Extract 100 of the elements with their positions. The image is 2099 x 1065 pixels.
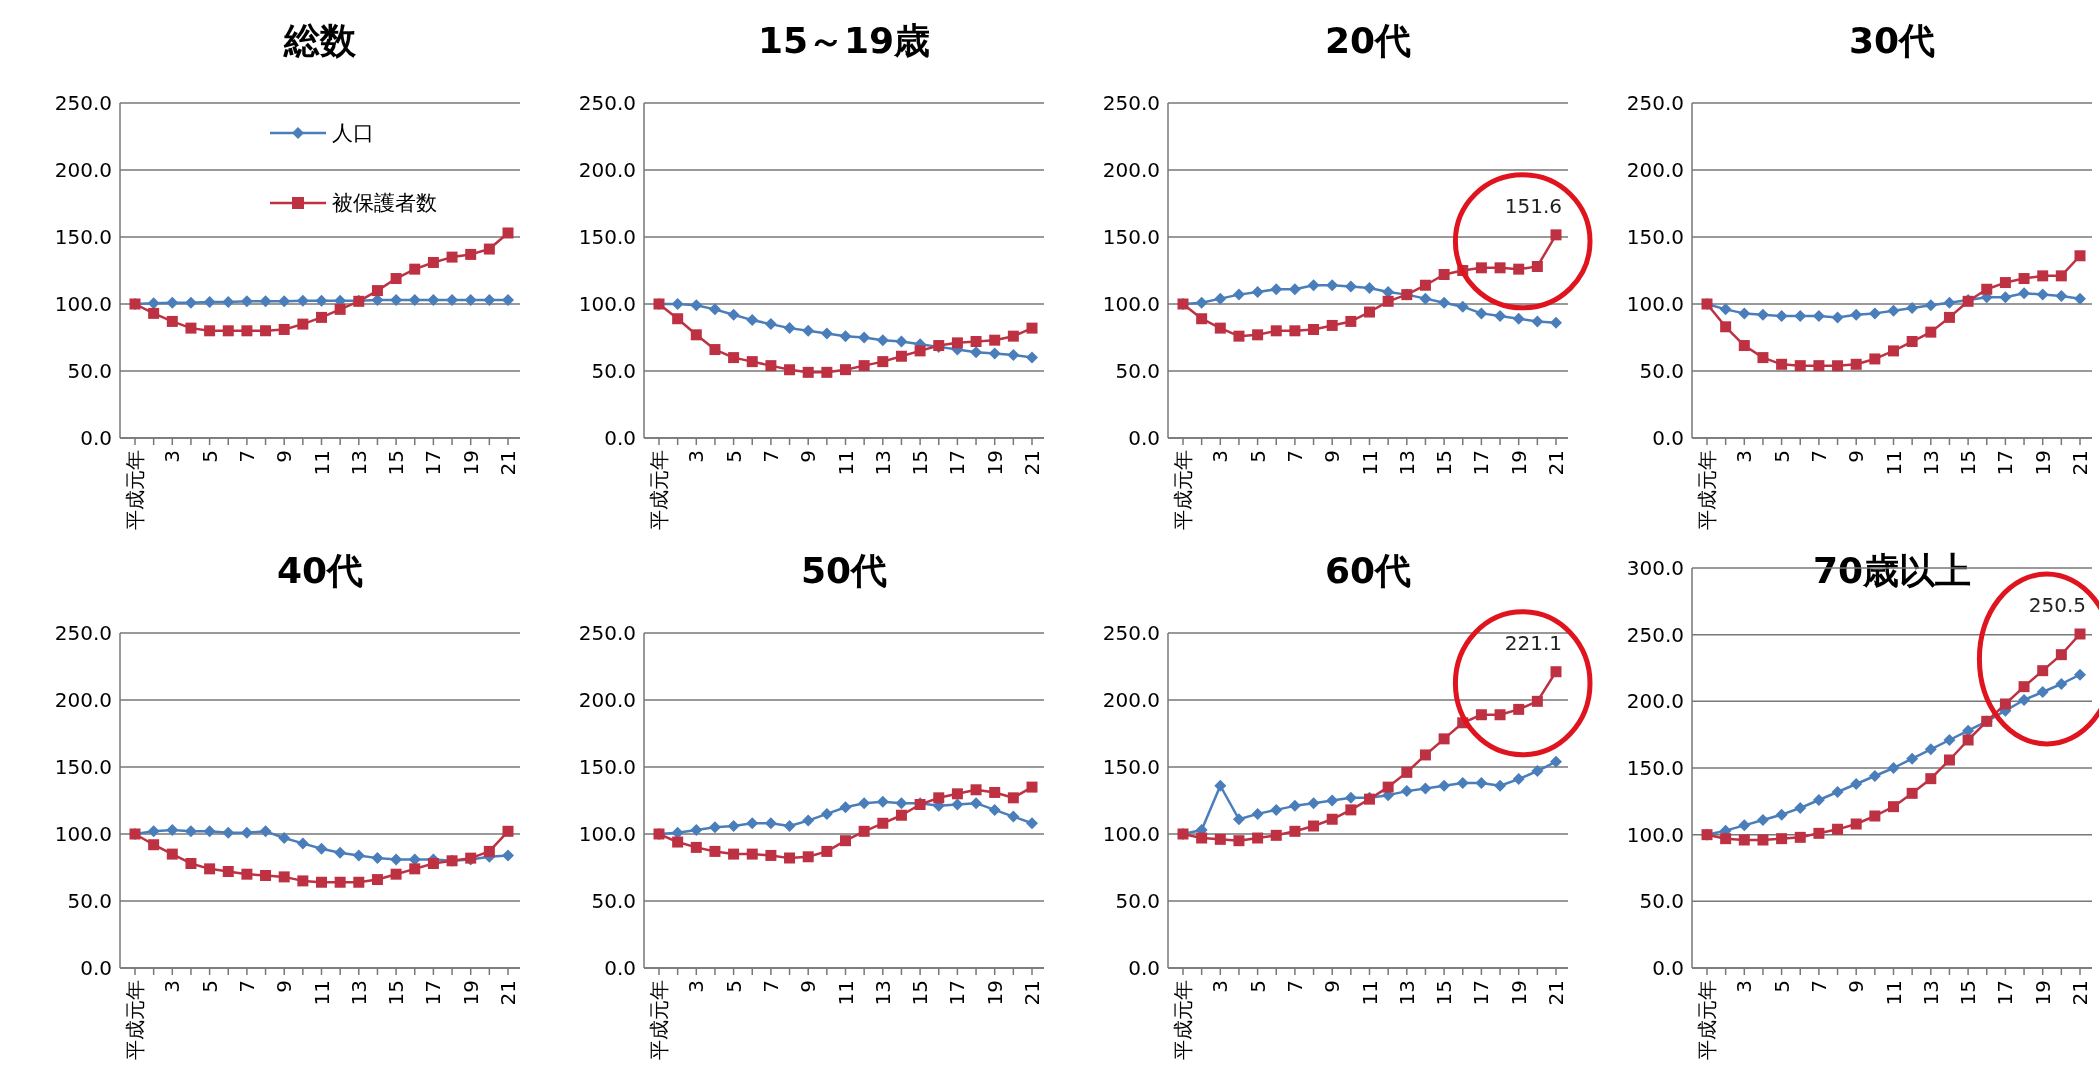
point <box>259 295 272 308</box>
point <box>203 295 216 308</box>
point <box>1438 733 1450 745</box>
y-tick-label: 50.0 <box>1115 359 1160 383</box>
point <box>672 836 684 848</box>
x-tick-label: 11 <box>1881 980 1906 1006</box>
point <box>671 298 684 310</box>
point <box>371 874 383 886</box>
point <box>1007 348 1020 361</box>
data-label: 250.5 <box>2028 593 2086 617</box>
point <box>1382 781 1394 793</box>
point <box>483 845 495 857</box>
point <box>1307 279 1320 292</box>
point <box>783 322 796 335</box>
point <box>1906 336 1918 348</box>
point <box>2018 273 2030 285</box>
point <box>1308 820 1320 832</box>
point <box>1419 749 1431 761</box>
point <box>1756 814 1769 826</box>
point <box>1999 291 2012 304</box>
point <box>1438 296 1451 309</box>
y-tick-label: 250.0 <box>1102 621 1160 645</box>
y-tick-label: 250.0 <box>578 91 636 115</box>
y-tick-label: 250.0 <box>54 91 112 115</box>
x-tick-label: 21 <box>2068 980 2092 1006</box>
point <box>1531 695 1543 707</box>
point <box>1026 322 1038 334</box>
y-tick-label: 100.0 <box>54 822 112 846</box>
point <box>970 346 983 359</box>
point <box>1531 260 1543 272</box>
point <box>1513 703 1525 715</box>
x-tick-label: 3 <box>1732 980 1757 993</box>
point <box>933 792 945 804</box>
y-tick-label: 200.0 <box>54 688 112 712</box>
y-tick-label: 150.0 <box>54 755 112 779</box>
legend-label: 被保護者数 <box>332 191 437 215</box>
y-tick-label: 150.0 <box>1102 755 1160 779</box>
point <box>147 825 160 838</box>
x-tick-label: 3 <box>1208 450 1233 463</box>
point <box>1214 292 1227 305</box>
y-tick-label: 50.0 <box>1639 359 1684 383</box>
x-tick-label: 21 <box>1544 450 1568 476</box>
y-tick-label: 0.0 <box>80 426 112 450</box>
point <box>260 870 272 882</box>
y-tick-label: 200.0 <box>578 688 636 712</box>
x-tick-label: 5 <box>721 980 746 993</box>
y-tick-label: 200.0 <box>1102 688 1160 712</box>
x-tick-label: 平成元年 <box>1695 450 1719 530</box>
point <box>709 344 721 356</box>
point <box>1475 307 1488 320</box>
x-tick-label: 19 <box>458 980 483 1006</box>
x-tick-label: 19 <box>2030 450 2055 476</box>
x-tick-label: 11 <box>309 980 334 1006</box>
point <box>1252 329 1264 341</box>
point <box>241 325 253 337</box>
point <box>746 817 759 830</box>
point <box>1026 817 1038 830</box>
point <box>502 825 514 837</box>
point <box>1401 766 1413 778</box>
y-tick-label: 100.0 <box>54 292 112 316</box>
point <box>1850 778 1863 790</box>
point <box>1494 310 1507 323</box>
x-tick-label: 19 <box>1506 980 1531 1006</box>
point <box>1868 307 1881 320</box>
x-tick-label: 7 <box>1282 980 1307 993</box>
point <box>988 347 1001 360</box>
x-tick-label: 17 <box>1469 450 1494 476</box>
point <box>2037 665 2049 677</box>
x-tick-label: 13 <box>346 450 371 476</box>
point <box>204 325 216 337</box>
point <box>1776 358 1788 370</box>
point <box>951 798 964 811</box>
point <box>895 797 908 810</box>
x-tick-label: 7 <box>1806 450 1831 463</box>
y-tick-label: 0.0 <box>1128 426 1160 450</box>
x-tick-label: 平成元年 <box>123 980 147 1060</box>
point <box>690 823 703 836</box>
point <box>1400 785 1413 798</box>
point <box>840 835 851 847</box>
x-tick-label: 3 <box>684 980 709 993</box>
chart-title: 40代 <box>276 550 364 591</box>
y-tick-label: 0.0 <box>1652 956 1684 980</box>
point <box>1026 351 1038 364</box>
chart-title: 70歳以上 <box>1812 550 1972 591</box>
x-tick-label: 11 <box>833 450 858 476</box>
y-tick-label: 50.0 <box>1115 889 1160 913</box>
point <box>1232 813 1245 826</box>
point <box>1962 734 1974 746</box>
point <box>1869 353 1881 365</box>
point <box>1512 773 1525 786</box>
point <box>1775 310 1788 323</box>
point <box>1270 283 1283 296</box>
x-tick-label: 平成元年 <box>1171 450 1195 530</box>
x-tick-label: 9 <box>1844 450 1869 463</box>
point <box>296 837 309 850</box>
point <box>690 299 703 312</box>
point <box>240 295 253 308</box>
point <box>1888 345 1899 357</box>
point <box>821 366 833 378</box>
point <box>1924 743 1937 756</box>
